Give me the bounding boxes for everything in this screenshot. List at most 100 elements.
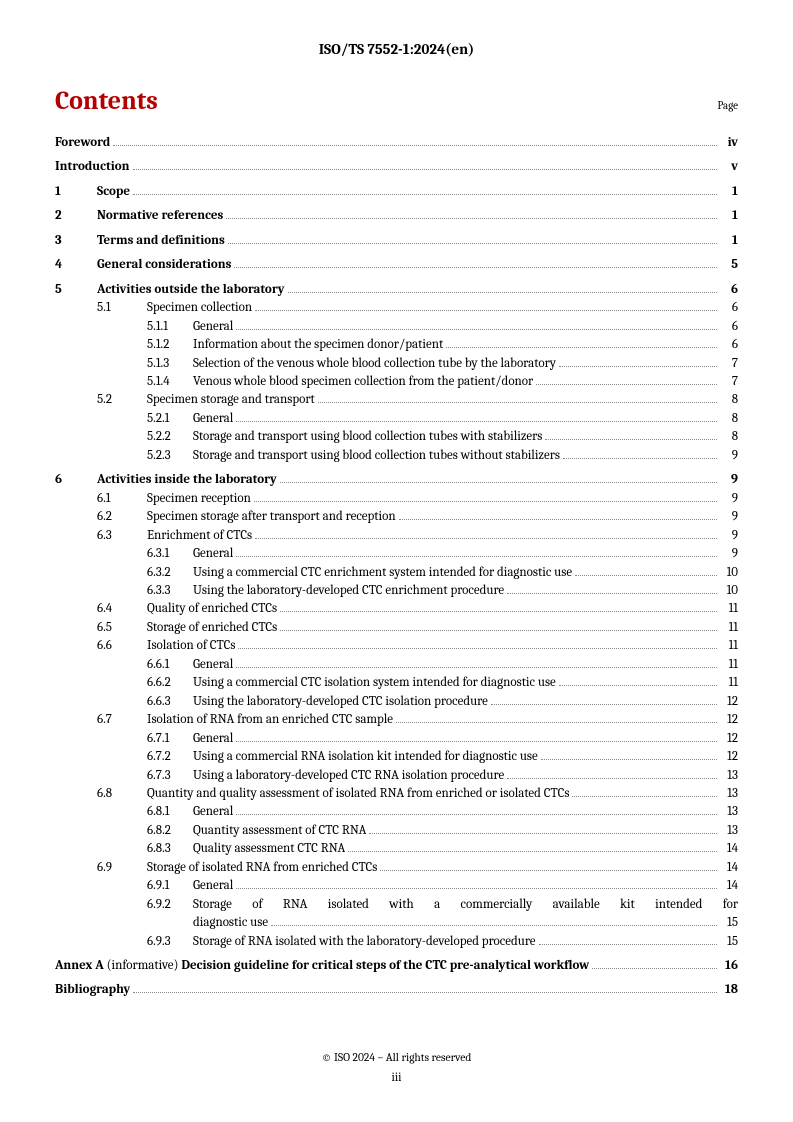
toc-text: Using a commercial CTC enrichment system…	[193, 564, 572, 582]
toc-entry[interactable]: 6Activities inside the laboratory9	[55, 471, 738, 489]
toc-entry[interactable]: 1Scope1	[55, 183, 738, 201]
toc-page: 9	[720, 490, 738, 508]
toc-entry[interactable]: 6.3.3Using the laboratory-developed CTC …	[147, 582, 738, 600]
toc-entry[interactable]: 5.1Specimen collection6	[97, 299, 738, 317]
toc-number: 6.8	[97, 785, 147, 803]
toc-text: Information about the specimen donor/pat…	[193, 336, 443, 354]
toc-entry[interactable]: 5Activities outside the laboratory6	[55, 281, 738, 299]
toc-page: 13	[720, 767, 738, 785]
toc-number: 5.1	[97, 299, 147, 317]
toc-text: Isolation of RNA from an enriched CTC sa…	[147, 711, 393, 729]
toc-number: 6.9.1	[147, 877, 193, 895]
page-label: Page	[717, 99, 738, 112]
toc-text: Quantity assessment of CTC RNA	[193, 822, 366, 840]
toc-entry[interactable]: 5.2.1General8	[147, 410, 738, 428]
toc-entry[interactable]: 6.8.3Quality assessment CTC RNA14	[147, 840, 738, 858]
toc-entry[interactable]: 6.8.1General13	[147, 803, 738, 821]
toc-text: Activities inside the laboratory	[97, 471, 277, 489]
toc-text: Storage of isolated RNA from enriched CT…	[147, 859, 377, 877]
toc-page: 13	[720, 822, 738, 840]
toc-number: 5	[55, 281, 97, 299]
toc-number: 3	[55, 232, 97, 250]
toc-entry[interactable]: 6.7.3Using a laboratory-developed CTC RN…	[147, 767, 738, 785]
toc-entry[interactable]: 6.4Quality of enriched CTCs11	[97, 600, 738, 618]
toc-number: 5.1.4	[147, 373, 193, 391]
toc-entry[interactable]: 6.1Specimen reception9	[97, 490, 738, 508]
toc-text: Isolation of CTCs	[147, 637, 235, 655]
document-id: ISO/TS 7552-1:2024(en)	[55, 40, 738, 58]
toc-entry[interactable]: 6.9.2Storage of RNA isolated with a comm…	[147, 896, 738, 933]
toc-page: 7	[720, 355, 738, 373]
toc-page: 15	[720, 933, 738, 951]
toc-entry[interactable]: Bibliography18	[55, 981, 738, 999]
toc-page: 5	[720, 256, 738, 274]
toc-text: Storage of enriched CTCs	[147, 619, 277, 637]
toc-entry[interactable]: 6.7Isolation of RNA from an enriched CTC…	[97, 711, 738, 729]
toc-text: Venous whole blood specimen collection f…	[193, 373, 533, 391]
toc-text: Scope	[97, 183, 130, 201]
toc-entry[interactable]: 5.1.4Venous whole blood specimen collect…	[147, 373, 738, 391]
toc-text: General considerations	[97, 256, 231, 274]
toc-entry[interactable]: Introductionv	[55, 158, 738, 176]
toc-entry[interactable]: 6.6.3Using the laboratory-developed CTC …	[147, 693, 738, 711]
toc-entry[interactable]: 6.5Storage of enriched CTCs11	[97, 619, 738, 637]
toc-entry[interactable]: Annex A (informative) Decision guideline…	[55, 957, 738, 975]
toc-entry[interactable]: 6.6.1General11	[147, 656, 738, 674]
toc-entry[interactable]: 6.8Quantity and quality assessment of is…	[97, 785, 738, 803]
toc-number: 5.1.2	[147, 336, 193, 354]
contents-title: Contents	[55, 86, 158, 116]
toc-text: Normative references	[97, 207, 223, 225]
toc-page: 12	[720, 711, 738, 729]
toc-page: 14	[720, 859, 738, 877]
toc-entry[interactable]: 6.3.2Using a commercial CTC enrichment s…	[147, 564, 738, 582]
toc-entry[interactable]: 6.3Enrichment of CTCs9	[97, 527, 738, 545]
toc-page: 12	[720, 730, 738, 748]
toc-number: 6.4	[97, 600, 147, 618]
toc-entry[interactable]: 5.2.3Storage and transport using blood c…	[147, 447, 738, 465]
toc-entry[interactable]: 5.1.3Selection of the venous whole blood…	[147, 355, 738, 373]
toc-text: Quality assessment CTC RNA	[193, 840, 345, 858]
toc-text: Storage and transport using blood collec…	[193, 447, 560, 465]
toc-page: 11	[720, 600, 738, 618]
toc-entry[interactable]: 3Terms and definitions1	[55, 232, 738, 250]
toc-page: 14	[720, 877, 738, 895]
toc-entry[interactable]: 6.2Specimen storage after transport and …	[97, 508, 738, 526]
toc-entry[interactable]: 5.2.2Storage and transport using blood c…	[147, 428, 738, 446]
toc-page: 11	[720, 656, 738, 674]
toc-entry[interactable]: 5.2Specimen storage and transport8	[97, 391, 738, 409]
toc-entry[interactable]: Forewordiv	[55, 134, 738, 152]
toc-page: 18	[720, 981, 738, 999]
toc-page: 9	[720, 545, 738, 563]
toc-text: Quantity and quality assessment of isola…	[147, 785, 569, 803]
toc-number: 6.6.2	[147, 674, 193, 692]
toc-number: 6.1	[97, 490, 147, 508]
toc-entry[interactable]: 6.3.1General9	[147, 545, 738, 563]
toc-entry[interactable]: 6.9.1General14	[147, 877, 738, 895]
toc-text: Activities outside the laboratory	[97, 281, 285, 299]
toc-page: 11	[720, 674, 738, 692]
toc-page: 1	[720, 232, 738, 250]
toc-entry[interactable]: 6.7.1General12	[147, 730, 738, 748]
toc-page: 16	[720, 957, 738, 975]
toc-page: 6	[720, 299, 738, 317]
toc-entry[interactable]: 6.7.2Using a commercial RNA isolation ki…	[147, 748, 738, 766]
toc-entry[interactable]: 4General considerations5	[55, 256, 738, 274]
toc-entry[interactable]: 6.9Storage of isolated RNA from enriched…	[97, 859, 738, 877]
toc-entry[interactable]: 6.8.2Quantity assessment of CTC RNA13	[147, 822, 738, 840]
toc-page: 11	[720, 619, 738, 637]
toc-entry[interactable]: 5.1.1General6	[147, 318, 738, 336]
toc-entry[interactable]: 2Normative references1	[55, 207, 738, 225]
toc-number: 5.1.3	[147, 355, 193, 373]
toc-text: General	[193, 545, 233, 563]
toc-page: 10	[720, 564, 738, 582]
toc-entry[interactable]: 6.9.3Storage of RNA isolated with the la…	[147, 933, 738, 951]
toc-page: 6	[720, 336, 738, 354]
toc-entry[interactable]: 5.1.2Information about the specimen dono…	[147, 336, 738, 354]
toc-page: 14	[720, 840, 738, 858]
toc-entry[interactable]: 6.6.2Using a commercial CTC isolation sy…	[147, 674, 738, 692]
toc-text: Using a laboratory-developed CTC RNA iso…	[193, 767, 504, 785]
toc-page: 7	[720, 373, 738, 391]
toc-text: Storage of RNA isolated with a commercia…	[193, 896, 738, 933]
toc-entry[interactable]: 6.6Isolation of CTCs11	[97, 637, 738, 655]
toc-number: 5.1.1	[147, 318, 193, 336]
